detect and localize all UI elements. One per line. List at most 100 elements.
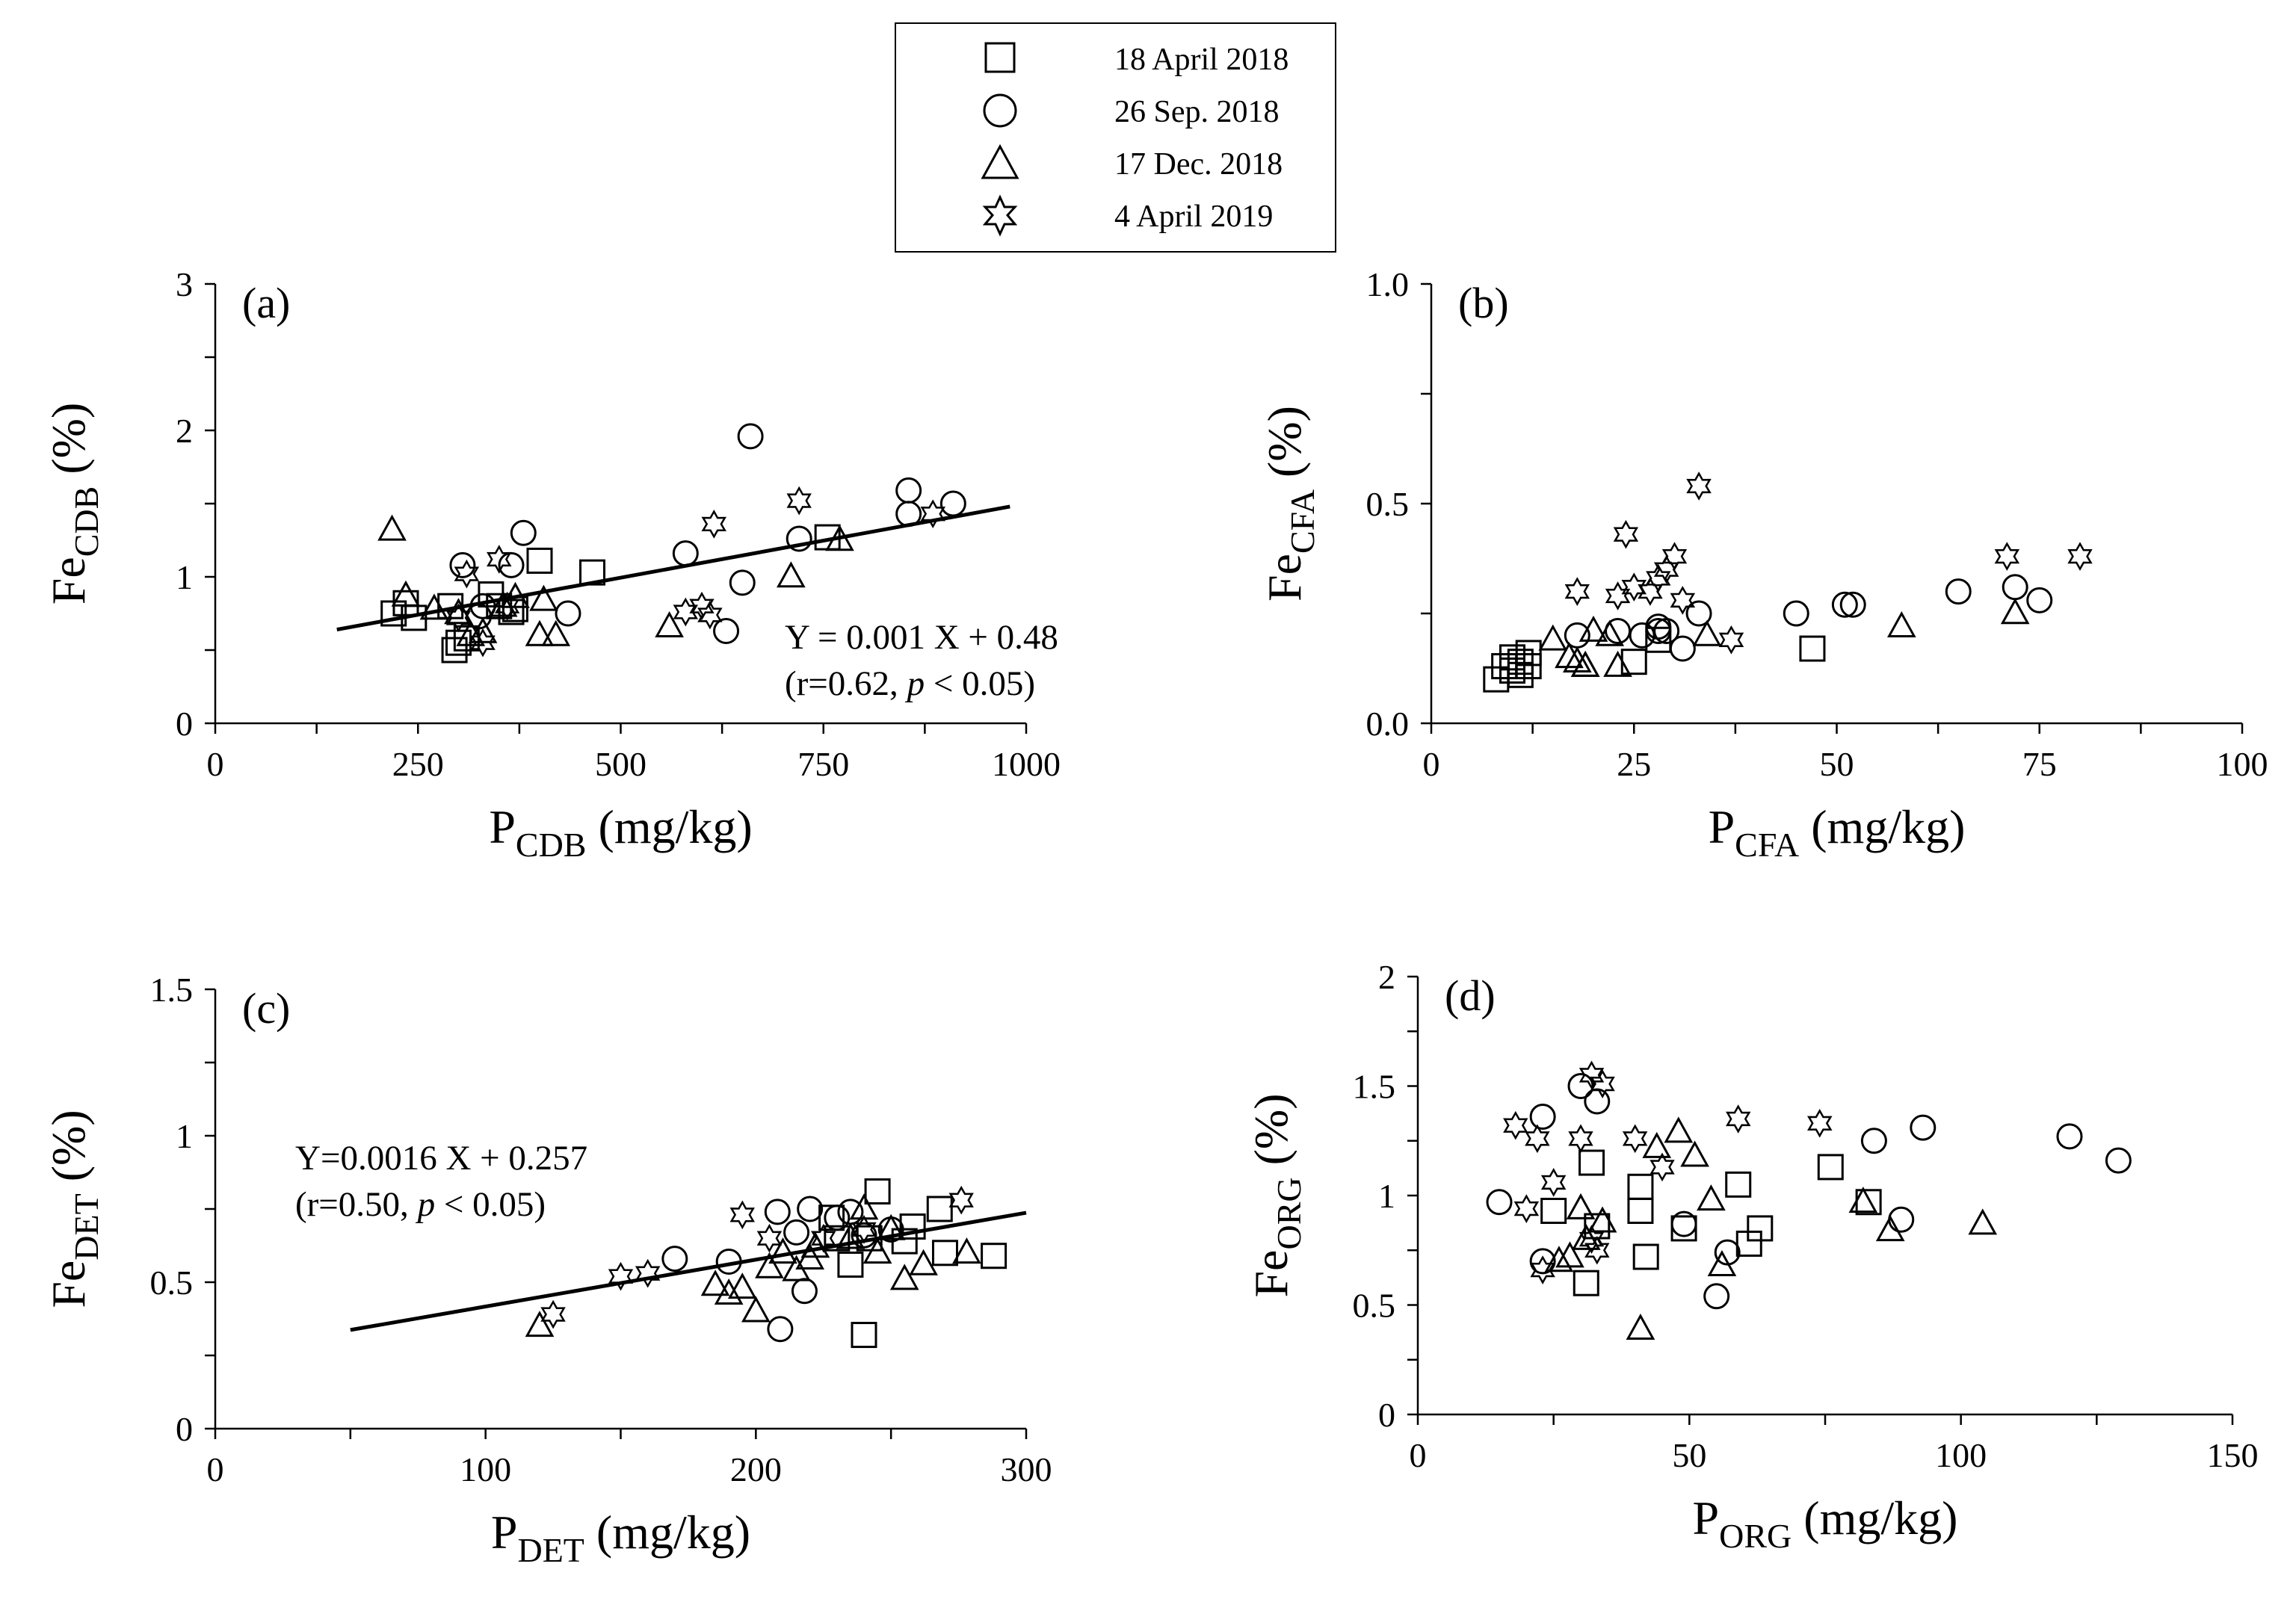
x-axis-title: PORG (mg/kg) bbox=[1693, 1491, 1958, 1555]
square-marker bbox=[1515, 653, 1542, 680]
triangle-marker bbox=[655, 610, 684, 637]
square-marker bbox=[1645, 626, 1672, 653]
triangle-marker bbox=[1968, 1208, 1998, 1235]
x-tick-label: 0 bbox=[207, 1450, 224, 1488]
chart-panel-d: 0 50 100 150 0 0.5 1 1.5 2 (d) PORG (mg/kg) FeORG (… bbox=[1244, 958, 2259, 1555]
circle-marker bbox=[895, 501, 922, 528]
star-marker bbox=[1661, 542, 1688, 571]
star-marker bbox=[1568, 1124, 1593, 1154]
legend-entry-26-sep-2018: 26 Sep. 2018 bbox=[896, 90, 1335, 134]
triangle-marker bbox=[741, 1296, 771, 1323]
y-tick-label: 1.5 bbox=[150, 971, 194, 1009]
triangle-marker bbox=[456, 619, 486, 646]
triangle-marker bbox=[700, 1270, 730, 1296]
triangle-marker bbox=[768, 1237, 797, 1264]
x-tick-label: 0 bbox=[1423, 745, 1440, 783]
square-marker bbox=[1499, 657, 1525, 684]
triangle-marker bbox=[889, 1264, 919, 1290]
circle-marker bbox=[2056, 1123, 2083, 1150]
star-marker bbox=[673, 597, 698, 627]
x-tick-label: 25 bbox=[1617, 745, 1651, 783]
circle-marker bbox=[2002, 574, 2028, 601]
star-marker bbox=[494, 591, 520, 621]
square-marker bbox=[1747, 1215, 1774, 1242]
square-marker bbox=[1725, 1171, 1752, 1198]
star-marker bbox=[701, 510, 726, 539]
circle-marker bbox=[729, 569, 756, 596]
circle-marker bbox=[1839, 591, 1866, 618]
x-tick-label: 50 bbox=[1672, 1436, 1706, 1474]
circle-marker bbox=[737, 423, 764, 450]
x-axis-title: PDET (mg/kg) bbox=[491, 1506, 750, 1569]
square-marker bbox=[1578, 1149, 1605, 1176]
x-axis-title: PCFA (mg/kg) bbox=[1709, 800, 1966, 864]
series-square bbox=[380, 524, 841, 664]
triangle-marker bbox=[377, 514, 407, 541]
square-marker bbox=[864, 1178, 891, 1204]
circle-marker bbox=[1529, 1248, 1556, 1275]
triangle-marker bbox=[1642, 1131, 1672, 1158]
square-marker bbox=[1499, 644, 1525, 671]
regression-stats: (r=0.62, p < 0.05) bbox=[785, 664, 1035, 703]
circle-marker bbox=[1703, 1283, 1730, 1310]
triangle-marker bbox=[1886, 610, 1916, 637]
triangle-marker bbox=[541, 619, 571, 646]
star-marker bbox=[729, 1200, 755, 1230]
square-marker bbox=[526, 547, 553, 574]
legend-entry-18-april-2018: 18 April 2018 bbox=[896, 37, 1335, 82]
x-tick-label: 150 bbox=[2207, 1436, 2259, 1474]
series-circle bbox=[1564, 574, 2053, 662]
panel-label: (c) bbox=[242, 984, 290, 1033]
triangle-marker bbox=[525, 1311, 555, 1338]
star-marker bbox=[1590, 1069, 1615, 1098]
star-marker bbox=[1670, 586, 1696, 615]
circle-marker bbox=[786, 525, 812, 552]
triangle-marker bbox=[862, 1237, 892, 1264]
square-marker bbox=[1483, 666, 1510, 693]
star-marker bbox=[454, 559, 480, 589]
square-marker bbox=[1632, 1243, 1659, 1270]
circle-marker bbox=[824, 1204, 851, 1231]
star-marker bbox=[1578, 1225, 1605, 1254]
triangle-marker bbox=[1587, 1206, 1617, 1233]
circle-marker bbox=[1529, 1104, 1556, 1131]
square-marker bbox=[579, 559, 606, 586]
circle-marker bbox=[510, 519, 537, 546]
triangle-marker bbox=[1566, 1193, 1596, 1219]
y-tick-label: 1 bbox=[176, 1117, 193, 1155]
star-marker bbox=[756, 1223, 783, 1253]
y-tick-label: 0.5 bbox=[1353, 1287, 1396, 1325]
triangle-marker-icon bbox=[981, 143, 1019, 179]
panel-label: (a) bbox=[242, 279, 290, 327]
square-marker bbox=[899, 1213, 926, 1240]
panel-label: (b) bbox=[1458, 279, 1509, 327]
star-marker bbox=[1540, 1168, 1567, 1197]
star-marker bbox=[1525, 1124, 1550, 1154]
triangle-marker bbox=[529, 584, 558, 611]
star-marker bbox=[445, 603, 472, 633]
triangle-marker bbox=[1571, 1223, 1601, 1250]
star-marker bbox=[948, 1185, 974, 1215]
x-tick-label: 250 bbox=[392, 745, 444, 783]
triangle-marker bbox=[419, 593, 449, 620]
star-marker bbox=[920, 499, 946, 529]
square-marker bbox=[851, 1322, 877, 1349]
circle-marker-icon bbox=[983, 93, 1017, 128]
triangle-marker bbox=[488, 590, 518, 617]
legend-entry-17-dec-2018: 17 Dec. 2018 bbox=[896, 142, 1335, 187]
star-marker bbox=[1726, 1104, 1751, 1134]
circle-marker bbox=[1486, 1189, 1513, 1216]
triangle-marker bbox=[777, 561, 806, 588]
series-star bbox=[445, 486, 946, 658]
triangle-marker bbox=[1626, 1314, 1655, 1340]
chart-panel-b: 0 25 50 75 100 0.0 0.5 1.0 (b) PCFA (mg/kg) FeCFA … bbox=[1258, 265, 2268, 864]
triangle-marker bbox=[1562, 646, 1592, 672]
x-tick-label: 300 bbox=[1001, 1450, 1052, 1488]
square-marker bbox=[1817, 1154, 1844, 1181]
triangle-marker bbox=[1555, 1241, 1584, 1268]
circle-marker bbox=[1670, 1210, 1697, 1237]
star-marker bbox=[1807, 1108, 1833, 1138]
star-marker bbox=[1622, 1124, 1648, 1154]
legend-label: 26 Sep. 2018 bbox=[1114, 95, 1280, 129]
